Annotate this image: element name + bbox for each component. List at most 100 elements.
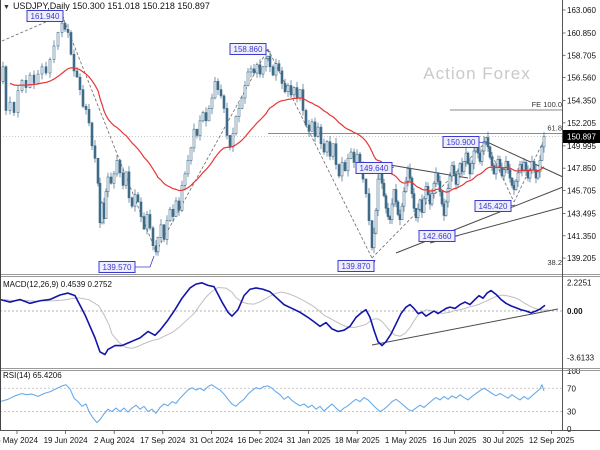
- candle-body: [156, 237, 160, 253]
- solid-trendline[interactable]: [486, 141, 564, 178]
- candle-body: [40, 66, 44, 75]
- label-text: 161.940: [31, 12, 60, 21]
- rsi-indicator-label: RSI(14) 65.4206: [3, 371, 62, 380]
- candle-body: [402, 191, 406, 207]
- candle-body: [412, 193, 416, 209]
- time-axis-label: 31 Jan 2025: [287, 436, 332, 445]
- candle-body: [12, 101, 16, 113]
- label-box[interactable]: [26, 10, 64, 22]
- current-price-value: 150.897: [567, 132, 596, 141]
- candle-body: [234, 116, 238, 134]
- time-axis[interactable]: 6 May 2024 19 Jun 2024 2 Aug 2024 17 Sep 20…: [0, 430, 575, 446]
- label-box[interactable]: [355, 162, 393, 174]
- price-axis-label: 154.350: [567, 97, 596, 106]
- candle-body: [219, 89, 223, 97]
- candle-body: [337, 164, 341, 177]
- candle-body: [201, 112, 205, 122]
- candle-body: [382, 182, 386, 197]
- candle-body: [488, 146, 492, 158]
- candle-body: [440, 191, 444, 205]
- candle-body: [271, 66, 275, 76]
- candle-body: [106, 176, 110, 192]
- candle-body: [222, 95, 226, 109]
- dashed-trendline[interactable]: [155, 48, 269, 253]
- price-axis-strip[interactable]: [563, 0, 600, 430]
- candle-body: [102, 202, 106, 219]
- candle-body: [494, 167, 498, 175]
- candle-body: [376, 178, 380, 211]
- dashed-trendline[interactable]: [513, 141, 544, 203]
- price-label-139.870[interactable]: 139.870: [337, 259, 376, 272]
- label-box[interactable]: [442, 136, 480, 148]
- candle-body: [482, 141, 486, 152]
- label-box[interactable]: [418, 230, 456, 242]
- candle-body: [148, 214, 152, 229]
- label-box[interactable]: [337, 260, 375, 272]
- candle-body: [154, 245, 158, 253]
- label-box[interactable]: [98, 261, 136, 273]
- time-axis-label: 16 Dec 2024: [237, 436, 283, 445]
- candle-body: [87, 109, 91, 124]
- candle-body: [130, 197, 134, 207]
- candle-body: [1, 66, 5, 82]
- dashed-trendline[interactable]: [1, 14, 63, 42]
- rsi-axis-label: 100: [567, 367, 581, 376]
- price-label-142.660[interactable]: 142.660: [418, 230, 458, 242]
- rsi-axis[interactable]: 100 70 30 0: [567, 367, 581, 434]
- candle-body: [44, 66, 48, 74]
- label-text: 149.640: [360, 164, 389, 173]
- rsi-axis-label: 70: [567, 384, 576, 393]
- price-axis-label: 147.850: [567, 164, 596, 173]
- candle-body: [168, 208, 172, 222]
- candle-body: [165, 220, 169, 240]
- price-axis-label: 158.705: [567, 51, 596, 60]
- candle-body: [322, 143, 326, 153]
- candle-body: [52, 45, 56, 60]
- time-axis-label: 2 Aug 2024: [94, 436, 135, 445]
- candle-body: [264, 58, 268, 68]
- candle-body: [115, 160, 119, 175]
- price-label-145.420[interactable]: 145.420: [474, 200, 516, 212]
- candle-body: [374, 210, 378, 234]
- time-axis-label: 30 Jul 2025: [482, 436, 524, 445]
- candle-body: [171, 208, 175, 217]
- candle-body: [319, 126, 323, 145]
- candle-body: [104, 191, 108, 219]
- candle-body: [310, 121, 314, 132]
- time-axis-strip[interactable]: [0, 431, 600, 450]
- macd-panel[interactable]: [0, 278, 562, 368]
- candle-body: [213, 81, 217, 99]
- candle-body: [192, 128, 196, 149]
- label-box[interactable]: [474, 200, 512, 212]
- candle-body: [301, 89, 305, 111]
- price-label-150.900[interactable]: 150.900: [442, 136, 486, 148]
- candle-body: [538, 160, 542, 173]
- candle-body: [8, 101, 12, 111]
- candle-body: [325, 141, 329, 153]
- candle-body: [524, 162, 528, 172]
- candle-body: [436, 172, 440, 182]
- price-label-158.860[interactable]: 158.860: [229, 43, 270, 55]
- price-label-149.640[interactable]: 149.640: [355, 162, 395, 174]
- candle-body: [292, 87, 296, 96]
- label-box[interactable]: [229, 43, 267, 55]
- candle-body: [422, 198, 426, 213]
- price-label-161.940[interactable]: 161.940: [26, 10, 65, 22]
- rsi-panel[interactable]: [0, 373, 562, 430]
- macd-axis[interactable]: 2.2251 0.00 -3.6133: [567, 279, 595, 363]
- macd-trendline[interactable]: [371, 308, 559, 346]
- dashed-trendline[interactable]: [267, 48, 373, 259]
- price-axis-label: 163.060: [567, 6, 596, 15]
- collapse-arrow-icon[interactable]: ▼: [3, 4, 10, 11]
- price-label-139.570[interactable]: 139.570: [98, 255, 155, 273]
- candle-body: [438, 180, 442, 192]
- macd-axis-label: 2.2251: [567, 279, 592, 288]
- time-axis-label: 31 Oct 2024: [190, 436, 234, 445]
- candle-body: [69, 32, 73, 55]
- label-text: 158.860: [234, 45, 263, 54]
- price-axis[interactable]: 163.060 160.850 158.705 156.560 154.350 152.2…: [562, 6, 600, 263]
- candle-body: [452, 165, 456, 175]
- candle-body: [352, 151, 356, 163]
